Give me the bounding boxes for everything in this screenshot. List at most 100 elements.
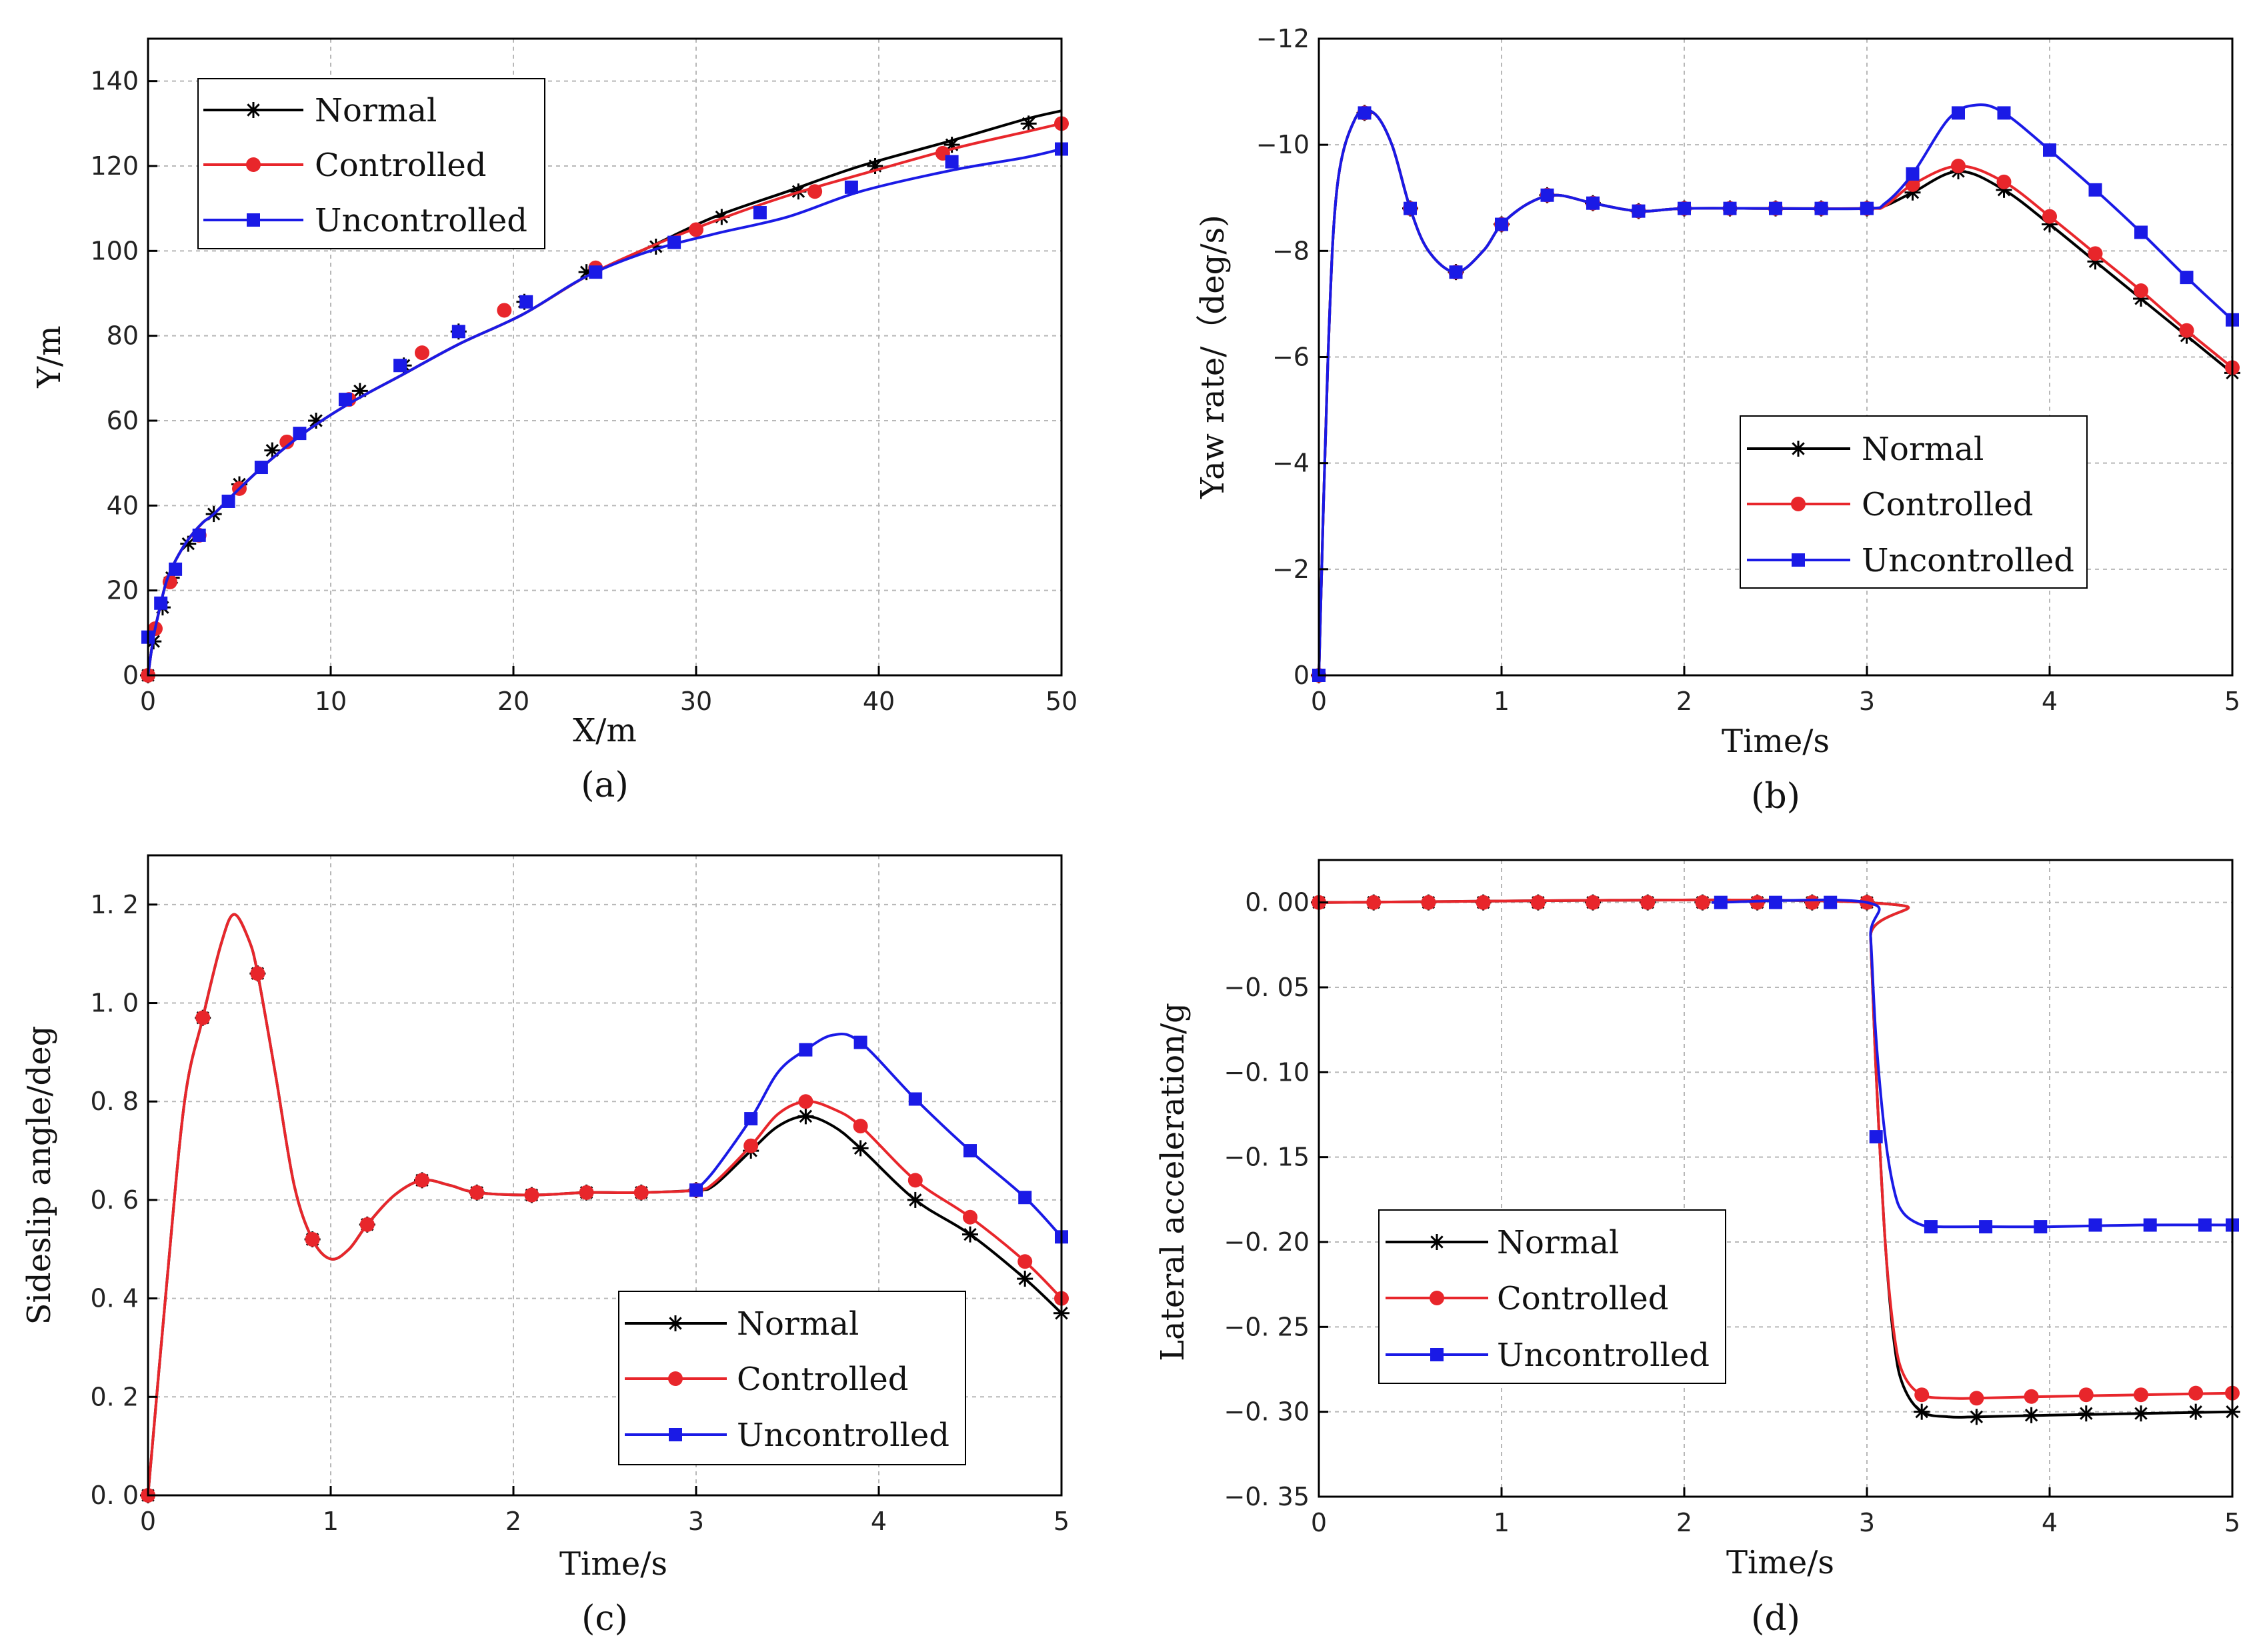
- series-lines: [1311, 894, 2240, 1425]
- x-axis-label: Time/s: [1726, 1544, 1834, 1581]
- x-tick-label: 40: [863, 687, 895, 716]
- ticks: 0 1 2 3 4 5 0. 00 −0. 05 −0. 10 −0. 15 −0. 20 −0. 2…: [1224, 888, 2240, 1537]
- x-tick-label: 3: [688, 1507, 704, 1536]
- x-tick-label: 2: [1676, 687, 1692, 716]
- legend-marker-controlled: [1430, 1291, 1444, 1305]
- y-tick-label: 140: [90, 67, 139, 96]
- legend-marker-symbol: [667, 1315, 683, 1331]
- data-point-uncontrolled: [1495, 217, 1508, 231]
- legend: Normal Controlled Uncontrolled: [1740, 415, 2088, 589]
- data-point-uncontrolled: [2088, 1218, 2102, 1232]
- data-point-controlled: [1695, 895, 1710, 910]
- legend-marker-symbol: [668, 1371, 683, 1386]
- data-point-uncontrolled: [689, 1183, 703, 1197]
- data-point-controlled: [195, 1010, 211, 1025]
- y-tick-label: 60: [107, 406, 139, 435]
- legend-item-normal: Normal: [203, 92, 437, 129]
- x-tick-label: 1: [1494, 1508, 1510, 1537]
- series-markers-controlled: [141, 966, 1069, 1503]
- y-tick-label: −4: [1272, 449, 1310, 478]
- data-point-controlled: [524, 1187, 539, 1203]
- x-tick-label: 30: [680, 687, 712, 716]
- series-markers-uncontrolled: [141, 142, 1068, 644]
- legend-item-normal: Normal: [1386, 1224, 1619, 1261]
- ticks: 0 1 2 3 4 5 0 −2 −4 −6 −8 −10 −12: [1256, 24, 2240, 716]
- data-point-controlled: [305, 1232, 320, 1247]
- data-point-normal: [797, 1108, 814, 1125]
- panel-caption: (b): [1751, 777, 1800, 817]
- x-tick-label: 20: [497, 687, 529, 716]
- y-tick-label: −12: [1256, 24, 1310, 53]
- data-point-uncontrolled: [169, 562, 183, 576]
- data-point-normal: [2188, 1403, 2204, 1420]
- data-point-controlled: [1996, 174, 2012, 189]
- legend-marker-normal: [1429, 1234, 1445, 1250]
- data-point-uncontrolled: [1860, 201, 1874, 215]
- data-point-uncontrolled: [1632, 204, 1646, 218]
- legend-item-normal: Normal: [1747, 431, 1984, 468]
- y-tick-label: 0: [123, 661, 139, 690]
- x-tick-label: 2: [505, 1507, 521, 1536]
- legend-marker-symbol: [1792, 553, 1805, 567]
- legend-label-normal: Normal: [737, 1305, 859, 1343]
- data-point-uncontrolled: [2034, 1220, 2048, 1234]
- data-point-normal: [2023, 1407, 2040, 1423]
- legend-marker-symbol: [1791, 497, 1806, 511]
- data-point-uncontrolled: [667, 235, 681, 249]
- y-tick-label: −8: [1272, 236, 1310, 265]
- legend-label-controlled: Controlled: [737, 1361, 909, 1398]
- data-point-normal: [962, 1226, 978, 1243]
- data-point-normal: [1020, 115, 1037, 132]
- data-point-controlled: [907, 1173, 923, 1188]
- data-point-uncontrolled: [1997, 106, 2011, 120]
- x-tick-label: 3: [1859, 687, 1875, 716]
- data-point-uncontrolled: [753, 206, 767, 220]
- data-point-controlled: [1366, 895, 1382, 910]
- y-tick-label: 1. 0: [90, 989, 139, 1018]
- data-point-uncontrolled: [2180, 271, 2194, 285]
- data-point-controlled: [1421, 895, 1436, 910]
- data-point-controlled: [250, 966, 265, 981]
- data-point-controlled: [798, 1094, 813, 1109]
- data-point-normal: [2133, 1405, 2149, 1422]
- data-point-uncontrolled: [2134, 225, 2148, 239]
- y-tick-label: 0. 8: [90, 1087, 139, 1116]
- data-point-uncontrolled: [1906, 167, 1920, 181]
- data-point-controlled: [1804, 895, 1820, 910]
- data-point-controlled: [497, 303, 512, 318]
- legend-item-controlled: Controlled: [203, 147, 487, 184]
- legend-label-uncontrolled: Uncontrolled: [1497, 1337, 1710, 1374]
- y-tick-label: −2: [1272, 555, 1310, 584]
- data-point-controlled: [359, 1217, 375, 1232]
- data-point-uncontrolled: [1924, 1220, 1938, 1234]
- data-point-controlled: [807, 184, 823, 199]
- data-point-uncontrolled: [1540, 188, 1554, 202]
- legend-marker-symbol: [1429, 1234, 1445, 1250]
- panel-c: 0 1 2 3 4 5 0. 0 0. 2 0. 4 0. 6 0. 8 1. 0 1. 2 Time/…: [21, 854, 1069, 1639]
- data-point-controlled: [2042, 209, 2057, 224]
- plot-frame: [147, 854, 1063, 1497]
- legend-marker-uncontrolled: [1792, 553, 1805, 567]
- data-point-controlled: [1969, 1391, 1984, 1406]
- y-tick-label: 0. 00: [1245, 888, 1310, 917]
- legend-item-uncontrolled: Uncontrolled: [625, 1417, 949, 1454]
- legend-item-uncontrolled: Uncontrolled: [1747, 542, 2074, 579]
- ticks: 0 10 20 30 40 50 0 20 40 60 80 100 120 140: [90, 67, 1077, 716]
- x-tick-label: 10: [315, 687, 347, 716]
- y-tick-label: 0: [1294, 661, 1310, 690]
- data-point-controlled: [279, 434, 295, 449]
- x-tick-label: 2: [1676, 1508, 1692, 1537]
- data-point-uncontrolled: [589, 265, 603, 279]
- x-tick-label: 1: [1494, 687, 1510, 716]
- y-tick-label: 120: [90, 151, 139, 181]
- y-tick-label: −0. 10: [1224, 1057, 1310, 1087]
- data-point-controlled: [415, 1173, 429, 1188]
- data-point-uncontrolled: [519, 295, 533, 309]
- data-point-controlled: [1905, 177, 1920, 192]
- legend-label-uncontrolled: Uncontrolled: [315, 202, 527, 239]
- panel-caption: (d): [1751, 1599, 1800, 1639]
- data-point-controlled: [469, 1185, 485, 1200]
- legend-marker-controlled: [1791, 497, 1806, 511]
- x-axis-label: X/m: [573, 712, 637, 749]
